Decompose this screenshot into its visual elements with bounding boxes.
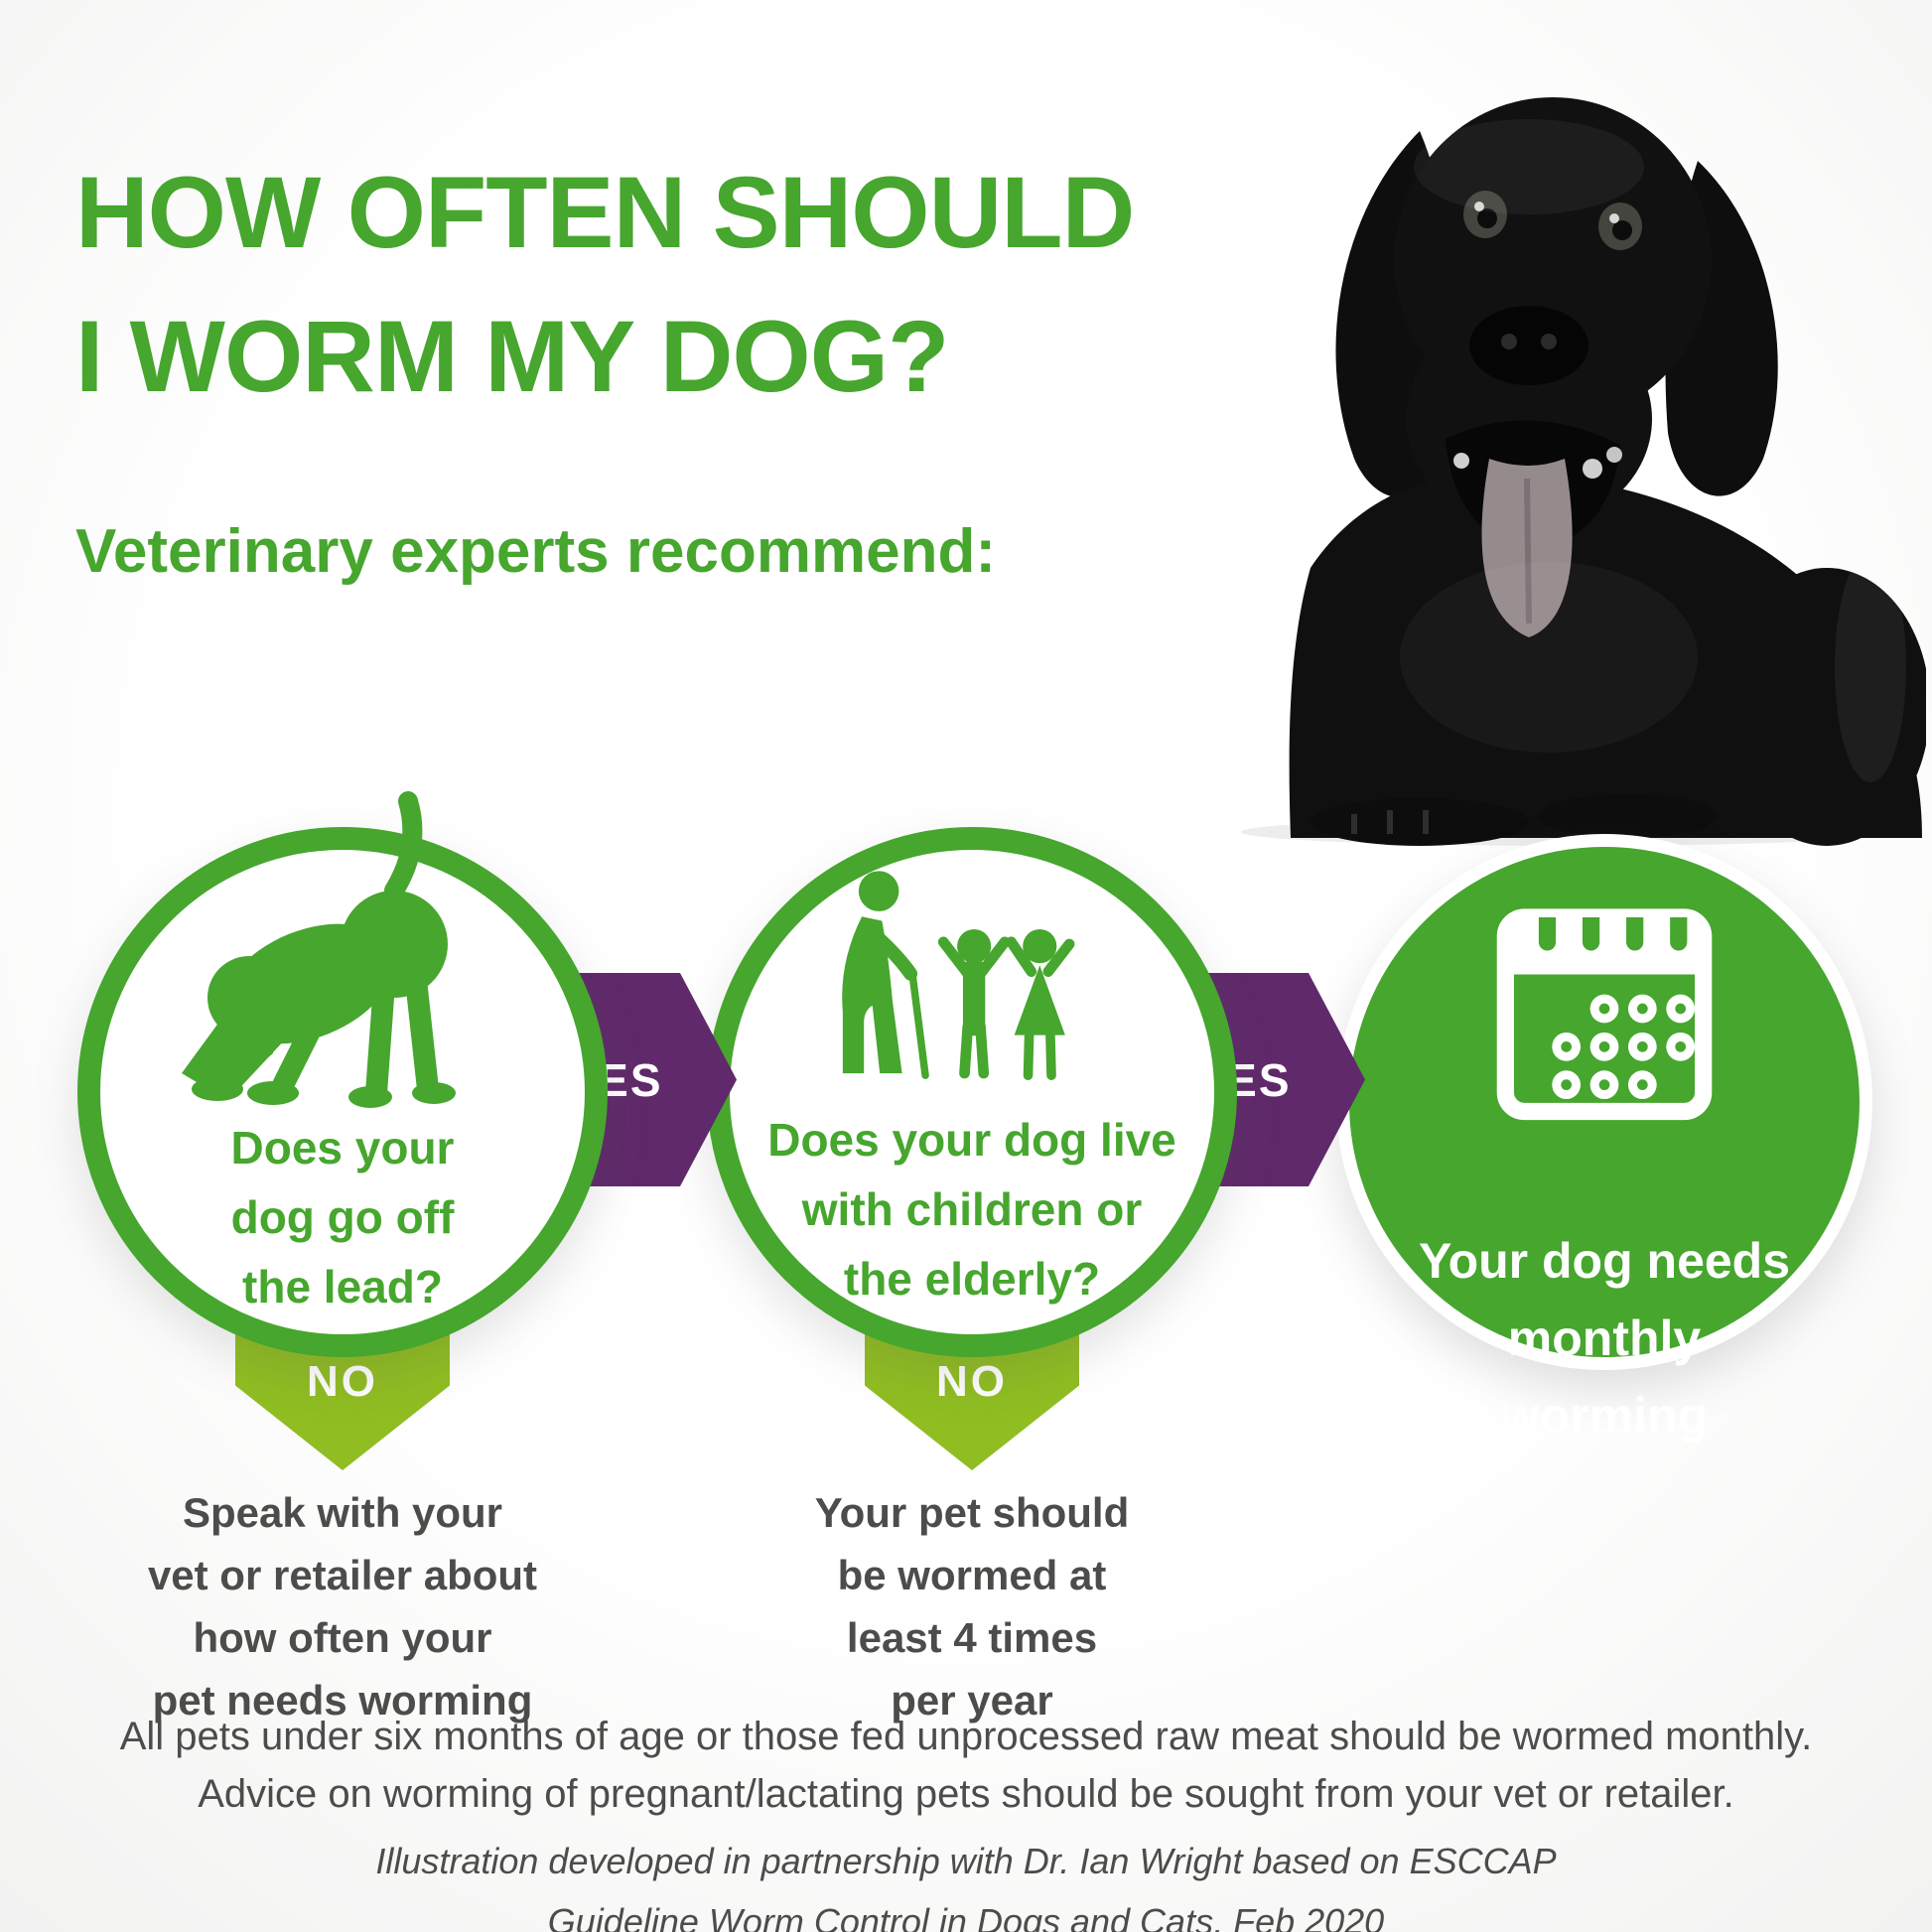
step1-question: Does your dog go off the lead? bbox=[80, 1114, 605, 1322]
result-text: Your dog needs monthly worming bbox=[1329, 1222, 1879, 1454]
dog-photo bbox=[1231, 52, 1930, 846]
step1-no-line2: vet or retailer about bbox=[147, 1552, 538, 1598]
step1-no-result-text: Speak with your vet or retailer about ho… bbox=[55, 1481, 630, 1731]
page-title: HOW OFTEN SHOULD I WORM MY DOG? bbox=[75, 141, 1135, 429]
step2-question-line1: Does your dog live bbox=[767, 1114, 1176, 1166]
result-text-line2: monthly bbox=[1507, 1311, 1702, 1366]
result-circle: Your dog needs monthly worming bbox=[1336, 834, 1872, 1444]
black-labrador-illustration bbox=[1241, 97, 1930, 846]
step1-no-line4: pet needs worming bbox=[152, 1677, 533, 1724]
step2-question: Does your dog live with children or the … bbox=[710, 1106, 1234, 1314]
result-text-line1: Your dog needs bbox=[1418, 1233, 1791, 1289]
footnote: All pets under six months of age or thos… bbox=[0, 1708, 1932, 1823]
step1-no-line3: how often your bbox=[193, 1614, 492, 1661]
step2-circle: Does your dog live with children or the … bbox=[707, 827, 1237, 1357]
step2-no-line2: be wormed at bbox=[837, 1552, 1107, 1598]
title-line-1: HOW OFTEN SHOULD bbox=[75, 156, 1135, 269]
step2-question-line2: with children or bbox=[801, 1182, 1143, 1235]
step1-question-line3: the lead? bbox=[242, 1260, 443, 1312]
step2-question-line3: the elderly? bbox=[843, 1252, 1101, 1305]
credit-note: Illustration developed in partnership wi… bbox=[0, 1831, 1932, 1932]
page-subtitle: Veterinary experts recommend: bbox=[75, 517, 996, 586]
footnote-line1: All pets under six months of age or thos… bbox=[119, 1715, 1813, 1758]
no-label-2: NO bbox=[936, 1357, 1008, 1406]
step2-no-result-text: Your pet should be wormed at least 4 tim… bbox=[684, 1481, 1260, 1731]
result-text-line3: worming bbox=[1500, 1388, 1709, 1444]
step1-question-line1: Does your bbox=[230, 1122, 455, 1173]
step2-no-line3: least 4 times bbox=[846, 1614, 1098, 1661]
title-line-2: I WORM MY DOG? bbox=[75, 299, 949, 413]
credit-line1: Illustration developed in partnership wi… bbox=[375, 1841, 1557, 1881]
no-label-1: NO bbox=[307, 1357, 378, 1406]
credit-line2: Guideline Worm Control in Dogs and Cats,… bbox=[547, 1901, 1385, 1932]
step2-no-line1: Your pet should bbox=[814, 1489, 1130, 1536]
step1-circle: Does your dog go off the lead? bbox=[77, 791, 608, 1357]
elderly-and-children-icon bbox=[813, 866, 1131, 1088]
step2-no-line4: per year bbox=[891, 1677, 1053, 1724]
step1-question-line2: dog go off bbox=[230, 1190, 455, 1243]
calendar-icon bbox=[1490, 891, 1719, 1127]
step1-no-line1: Speak with your bbox=[182, 1489, 503, 1536]
footnote-line2: Advice on worming of pregnant/lactating … bbox=[198, 1772, 1734, 1816]
sniffing-dog-icon bbox=[170, 775, 468, 1113]
